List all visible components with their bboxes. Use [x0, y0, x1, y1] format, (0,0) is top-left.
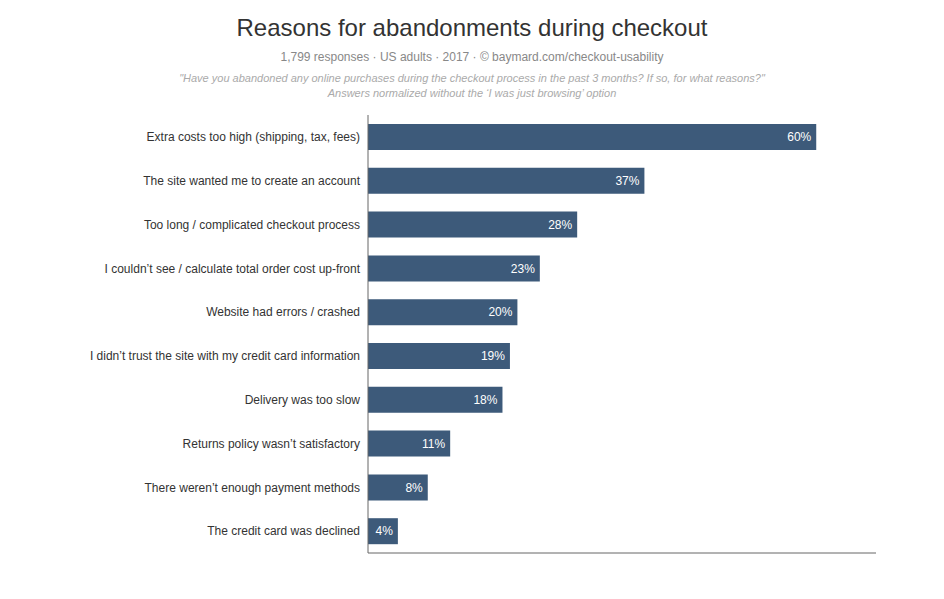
- svg-text:I couldn’t see / calculate tot: I couldn’t see / calculate total order c…: [105, 262, 361, 276]
- svg-text:The credit card was declined: The credit card was declined: [207, 524, 360, 538]
- svg-text:There weren’t enough payment m: There weren’t enough payment methods: [145, 481, 360, 495]
- svg-text:60%: 60%: [787, 130, 811, 144]
- html-text:Answers normalized without the: Answers normalized without the ‘I was ju…: [327, 87, 617, 99]
- svg-text:18%: 18%: [473, 393, 497, 407]
- svg-text:Too long / complicated checkou: Too long / complicated checkout process: [144, 218, 360, 232]
- html-text:"Have you abandoned any online: "Have you abandoned any online purchases…: [179, 72, 765, 84]
- svg-text:28%: 28%: [548, 218, 572, 232]
- svg-text:I didn’t trust the site with m: I didn’t trust the site with my credit c…: [90, 349, 360, 363]
- svg-text:37%: 37%: [615, 174, 639, 188]
- svg-text:8%: 8%: [405, 481, 423, 495]
- svg-text:The site wanted me to create a: The site wanted me to create an account: [143, 174, 360, 188]
- svg-text:11%: 11%: [422, 437, 445, 451]
- svg-text:Returns policy wasn’t satisfac: Returns policy wasn’t satisfactory: [183, 437, 360, 451]
- svg-text:Delivery was too slow: Delivery was too slow: [245, 393, 361, 407]
- html-text:Reasons for abandonments durin: Reasons for abandonments during checkout: [236, 14, 708, 41]
- svg-text:4%: 4%: [376, 524, 394, 538]
- svg-text:23%: 23%: [511, 262, 535, 276]
- svg-text:19%: 19%: [481, 349, 505, 363]
- html-text:1,799 responses · US adults ·: 1,799 responses · US adults · 2017 · © b…: [280, 50, 664, 64]
- svg-text:20%: 20%: [488, 305, 512, 319]
- svg-text:Website had errors / crashed: Website had errors / crashed: [206, 305, 360, 319]
- svg-text:Extra costs too high (shipping: Extra costs too high (shipping, tax, fee…: [147, 130, 360, 144]
